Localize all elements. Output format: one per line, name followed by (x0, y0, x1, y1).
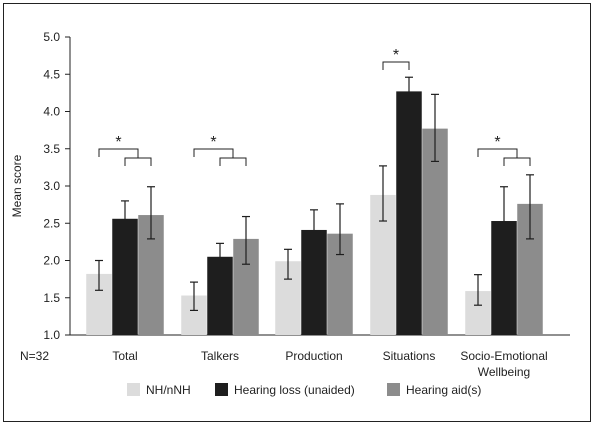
y-tick-label: 3.0 (43, 179, 60, 193)
legend-label: NH/nNH (146, 383, 191, 397)
legend-swatch (215, 383, 228, 396)
x-tick-label: Wellbeing (478, 365, 530, 379)
y-tick-label: 5.0 (43, 30, 60, 44)
bar (112, 218, 138, 335)
bar (422, 128, 448, 335)
legend-label: Hearing aid(s) (406, 383, 481, 397)
x-tick-label: Socio-Emotional (460, 349, 547, 363)
significance-star: * (210, 134, 216, 151)
x-tick-label: Total (112, 349, 137, 363)
significance-bracket (98, 148, 139, 158)
x-tick-label: Production (285, 349, 342, 363)
significance-bracket (193, 148, 234, 158)
n-label: N=32 (20, 349, 49, 363)
legend-label: Hearing loss (unaided) (234, 383, 355, 397)
y-tick-label: 1.5 (43, 291, 60, 305)
significance-bracket-inner (219, 157, 247, 166)
significance-star: * (393, 47, 399, 64)
bar (396, 91, 422, 335)
x-tick-label: Situations (383, 349, 436, 363)
chart-frame (3, 3, 591, 422)
bars-layer (86, 76, 543, 335)
significance-bracket (477, 148, 518, 158)
significance-layer: * * * * (98, 47, 531, 166)
significance-star: * (494, 134, 500, 151)
legend-swatch (127, 383, 140, 396)
y-tick-label: 3.5 (43, 142, 60, 156)
y-tick-label: 4.5 (43, 67, 60, 81)
y-tick-label: 4.0 (43, 105, 60, 119)
y-tick-label: 1.0 (43, 328, 60, 342)
significance-star: * (115, 134, 121, 151)
y-tick-label: 2.0 (43, 254, 60, 268)
significance-bracket-inner (503, 157, 531, 166)
y-tick-label: 2.5 (43, 216, 60, 230)
significance-bracket-inner (124, 157, 152, 166)
significance-bracket (382, 61, 410, 70)
axes: 1.0 1.5 2.0 2.5 3.0 3.5 4.0 4.5 5.0 Mean score N=3… (10, 30, 570, 379)
legend: NH/nNH Hearing loss (unaided) Hearing aid(… (127, 383, 481, 397)
legend-swatch (387, 383, 400, 396)
y-axis-label: Mean score (10, 154, 24, 217)
x-tick-label: Talkers (201, 349, 239, 363)
